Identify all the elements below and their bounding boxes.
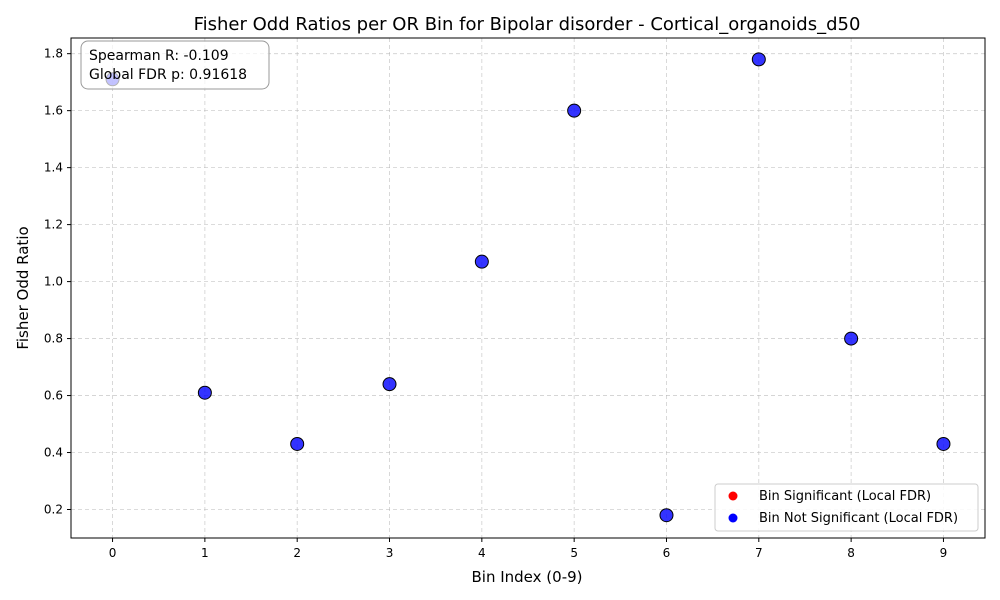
annotation-fdr: Global FDR p: 0.91618 <box>89 67 247 83</box>
data-point <box>197 385 212 400</box>
stats-annotation: Spearman R: -0.109 Global FDR p: 0.91618 <box>80 40 270 90</box>
legend-label-not-significant: Bin Not Significant (Local FDR) <box>759 511 958 526</box>
data-point <box>659 508 674 523</box>
plot-frame <box>70 37 986 539</box>
x-axis-ticks: 0 1 2 3 4 5 6 7 8 9 <box>109 538 948 560</box>
y-tick-label: 1.6 <box>44 104 63 118</box>
data-point <box>936 436 951 451</box>
x-tick-label: 4 <box>478 546 486 560</box>
data-point <box>382 377 397 392</box>
x-tick-label: 5 <box>570 546 578 560</box>
y-tick-label: 1.2 <box>44 218 63 232</box>
data-point <box>290 436 305 451</box>
x-tick-label: 6 <box>663 546 671 560</box>
legend: Bin Significant (Local FDR) Bin Not Sign… <box>714 483 979 532</box>
y-tick-label: 0.8 <box>44 332 63 346</box>
y-tick-label: 0.4 <box>44 446 63 460</box>
y-tick-label: 1.8 <box>44 47 63 61</box>
y-tick-label: 0.6 <box>44 389 63 403</box>
data-point <box>844 331 859 346</box>
legend-label-significant: Bin Significant (Local FDR) <box>759 489 931 504</box>
y-tick-label: 1.0 <box>44 275 63 289</box>
x-tick-label: 1 <box>201 546 209 560</box>
y-tick-label: 1.4 <box>44 161 63 175</box>
annotation-spearman: Spearman R: -0.109 <box>89 48 229 64</box>
x-tick-label: 8 <box>847 546 855 560</box>
y-axis-ticks: 0.2 0.4 0.6 0.8 1.0 1.2 1.4 1.6 1.8 <box>44 47 71 517</box>
x-tick-label: 0 <box>109 546 117 560</box>
annotation-box <box>80 40 270 90</box>
x-axis-label: Bin Index (0-9) <box>472 568 583 586</box>
legend-marker-significant <box>728 491 738 501</box>
y-tick-label: 0.2 <box>44 503 63 517</box>
data-point <box>567 103 582 118</box>
x-tick-label: 7 <box>755 546 763 560</box>
y-axis-label: Fisher Odd Ratio <box>14 226 32 349</box>
chart-title: Fisher Odd Ratios per OR Bin for Bipolar… <box>194 14 861 35</box>
x-tick-label: 9 <box>940 546 948 560</box>
data-points <box>105 52 951 523</box>
legend-marker-not-significant <box>728 513 738 523</box>
data-point <box>474 254 489 269</box>
data-point <box>751 52 766 67</box>
grid-lines <box>71 38 985 538</box>
x-tick-label: 2 <box>293 546 301 560</box>
x-tick-label: 3 <box>386 546 394 560</box>
legend-box <box>714 483 979 532</box>
